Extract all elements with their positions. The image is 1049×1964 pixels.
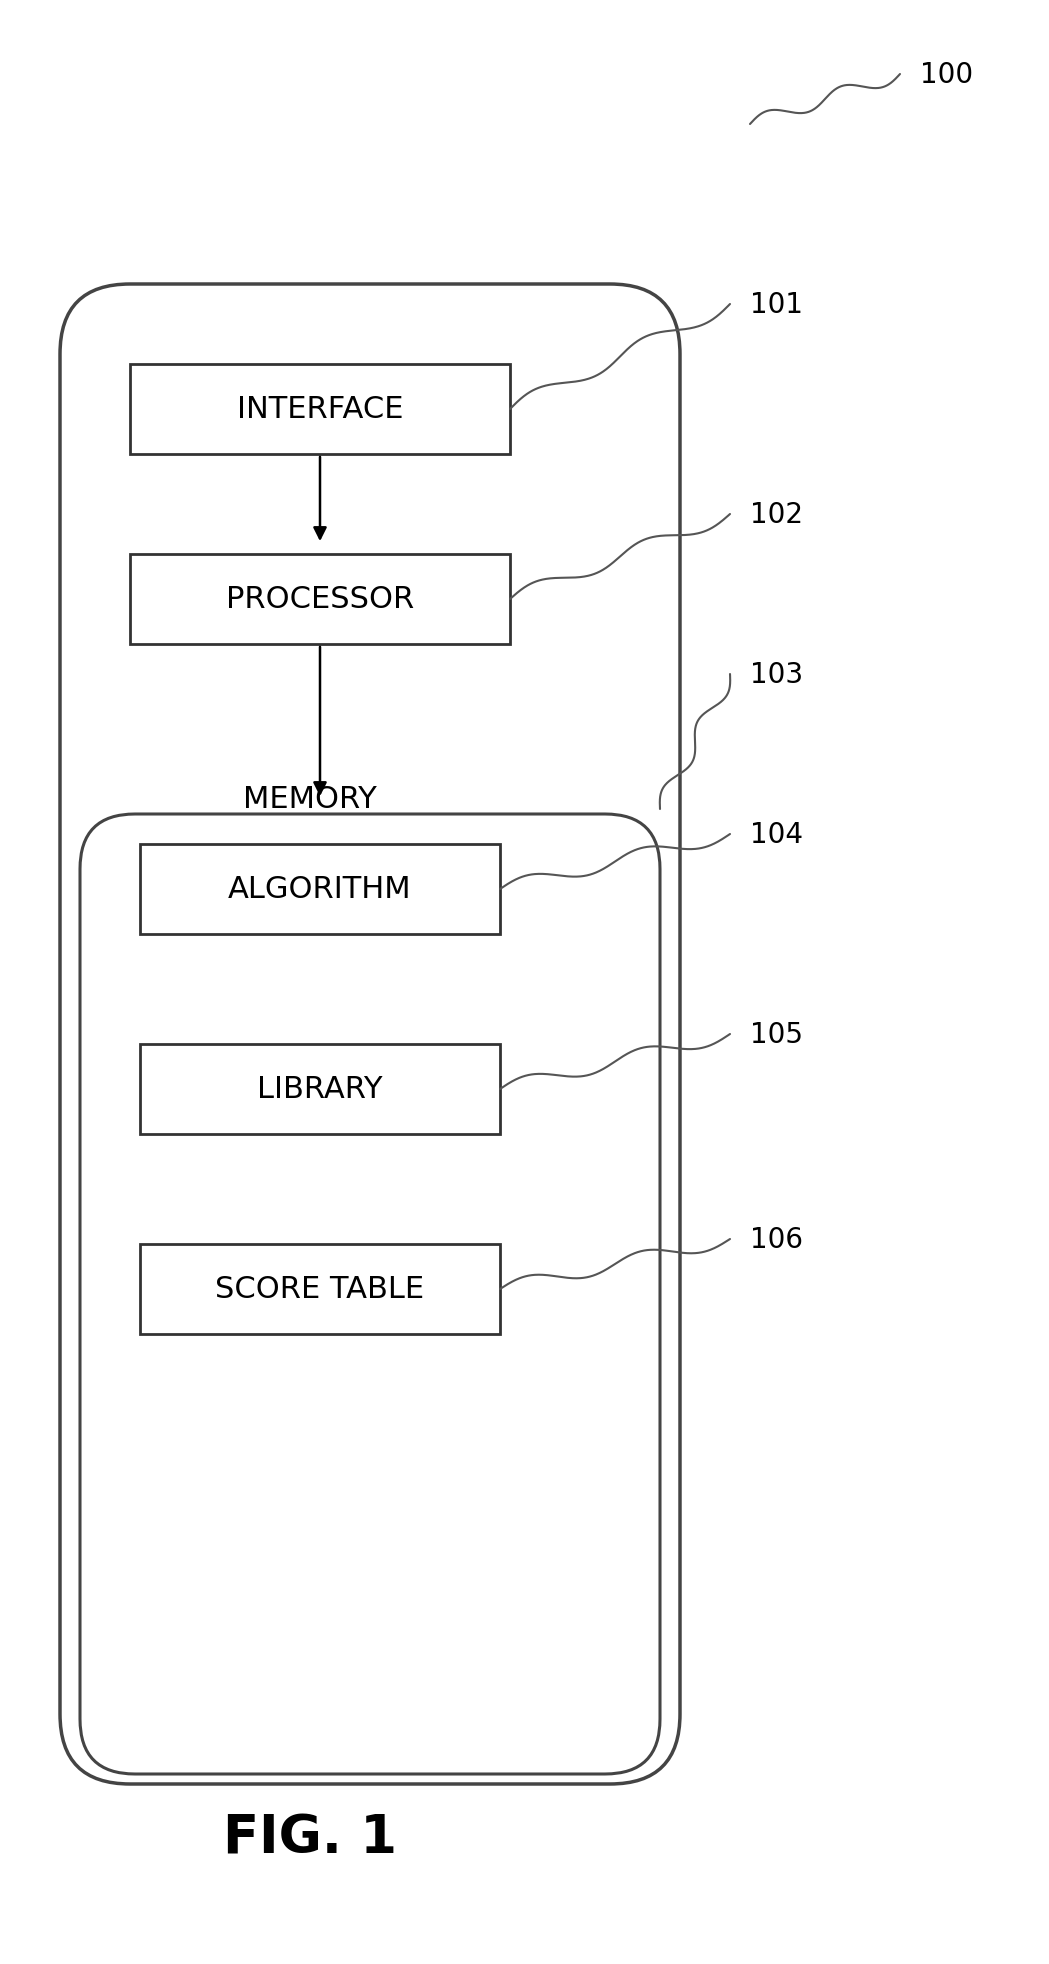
Text: PROCESSOR: PROCESSOR [226, 585, 414, 615]
Text: 104: 104 [750, 821, 802, 848]
Text: 103: 103 [750, 660, 804, 689]
FancyBboxPatch shape [130, 365, 510, 456]
FancyBboxPatch shape [140, 845, 500, 935]
FancyBboxPatch shape [80, 815, 660, 1773]
Text: MEMORY: MEMORY [243, 786, 377, 815]
Text: 100: 100 [920, 61, 973, 88]
Text: 102: 102 [750, 501, 802, 528]
Text: 101: 101 [750, 291, 802, 318]
Text: 105: 105 [750, 1021, 802, 1049]
Text: FIG. 1: FIG. 1 [223, 1813, 397, 1864]
FancyBboxPatch shape [130, 554, 510, 644]
FancyBboxPatch shape [140, 1245, 500, 1334]
Text: SCORE TABLE: SCORE TABLE [215, 1275, 425, 1304]
FancyBboxPatch shape [60, 285, 680, 1783]
Text: LIBRARY: LIBRARY [257, 1074, 383, 1104]
Text: INTERFACE: INTERFACE [237, 395, 403, 424]
FancyBboxPatch shape [140, 1045, 500, 1135]
Text: 106: 106 [750, 1226, 802, 1253]
Text: ALGORITHM: ALGORITHM [229, 876, 412, 903]
